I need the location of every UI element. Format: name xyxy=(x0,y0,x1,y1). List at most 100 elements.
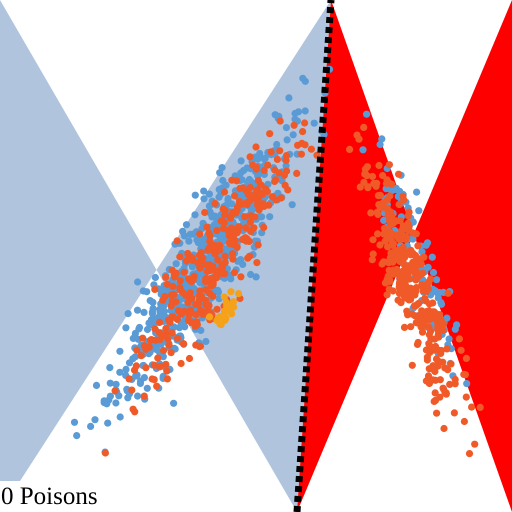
blue-point xyxy=(106,379,114,387)
orange-point xyxy=(412,253,420,261)
blue-point xyxy=(149,305,157,313)
orange-point xyxy=(184,249,192,258)
blue-point xyxy=(285,94,293,102)
decision-boundary xyxy=(293,0,335,512)
orange-point xyxy=(411,312,419,320)
orange-point xyxy=(151,325,159,333)
orange-point xyxy=(394,296,402,304)
orange-point xyxy=(173,237,181,245)
blue-point xyxy=(186,230,194,238)
orange-point xyxy=(429,376,437,384)
orange-point xyxy=(415,299,423,307)
orange-point xyxy=(383,196,391,204)
blue-point xyxy=(185,237,193,245)
orange-point xyxy=(360,123,368,131)
orange-point xyxy=(187,319,195,327)
orange-point xyxy=(219,224,227,232)
blue-point xyxy=(247,270,255,279)
orange-point xyxy=(161,292,169,301)
orange-point xyxy=(378,260,386,268)
orange-point xyxy=(276,147,284,155)
orange-point xyxy=(140,392,148,400)
orange-point xyxy=(213,274,221,282)
orange-point xyxy=(221,270,229,278)
orange-point xyxy=(386,254,394,262)
orange-point xyxy=(256,189,264,197)
blue-point xyxy=(134,392,142,400)
blue-point xyxy=(463,380,471,388)
blue-point xyxy=(378,135,386,143)
orange-point xyxy=(259,200,267,208)
blue-point xyxy=(216,169,224,177)
orange-point xyxy=(111,387,119,395)
blue-point xyxy=(422,241,430,249)
blue-point xyxy=(299,74,307,82)
orange-point xyxy=(394,234,402,242)
blue-point xyxy=(205,202,213,210)
orange-point xyxy=(228,211,236,219)
orange-point xyxy=(246,196,254,205)
orange-point xyxy=(125,375,133,383)
blue-point xyxy=(143,288,151,296)
orange-point xyxy=(429,308,437,316)
blue-point xyxy=(92,381,101,389)
blue-point xyxy=(222,245,230,253)
orange-point xyxy=(207,274,215,282)
blue-point xyxy=(415,207,423,215)
orange-point xyxy=(241,213,249,221)
poison-point xyxy=(227,288,235,296)
blue-point xyxy=(282,162,290,170)
orange-point xyxy=(196,230,204,238)
blue-point xyxy=(106,364,114,372)
orange-point xyxy=(209,281,217,289)
orange-point xyxy=(237,273,245,281)
orange-point xyxy=(193,318,201,326)
orange-point xyxy=(301,141,309,149)
blue-point xyxy=(359,146,367,154)
orange-point xyxy=(230,269,238,277)
orange-point xyxy=(260,166,268,175)
caption-box xyxy=(0,481,160,512)
blue-point xyxy=(266,213,274,221)
orange-point xyxy=(196,264,204,272)
poison-point xyxy=(228,310,236,318)
orange-point xyxy=(242,224,250,232)
orange-point xyxy=(393,253,402,262)
orange-point xyxy=(145,343,153,351)
orange-point xyxy=(375,161,383,170)
orange-point xyxy=(451,375,459,384)
orange-point xyxy=(379,171,387,180)
orange-point xyxy=(202,286,210,294)
orange-point xyxy=(417,260,425,268)
poison-count-label: 0 Poisons xyxy=(1,483,98,510)
blue-point xyxy=(191,191,199,199)
blue-point xyxy=(429,268,438,277)
orange-point xyxy=(355,135,363,143)
blue-point xyxy=(237,169,245,177)
orange-point xyxy=(169,282,177,291)
orange-point xyxy=(301,119,309,127)
blue-point xyxy=(445,335,453,343)
blue-point xyxy=(205,190,213,198)
orange-point xyxy=(253,259,261,267)
poison-point xyxy=(215,313,223,321)
orange-point xyxy=(429,299,437,307)
blue-point xyxy=(191,211,199,219)
orange-point xyxy=(184,299,192,307)
poison-point xyxy=(220,313,228,321)
blue-point xyxy=(200,195,208,203)
orange-point xyxy=(384,207,392,216)
orange-point xyxy=(185,354,194,363)
orange-point xyxy=(455,335,463,343)
orange-point xyxy=(395,170,403,178)
orange-point xyxy=(468,403,476,411)
orange-point xyxy=(205,229,213,237)
orange-point xyxy=(252,165,260,173)
orange-point xyxy=(420,253,428,261)
orange-point xyxy=(159,347,168,355)
orange-point xyxy=(387,221,395,229)
blue-point xyxy=(91,416,99,424)
orange-point xyxy=(426,275,435,283)
orange-point xyxy=(162,360,170,368)
orange-point xyxy=(162,324,170,332)
